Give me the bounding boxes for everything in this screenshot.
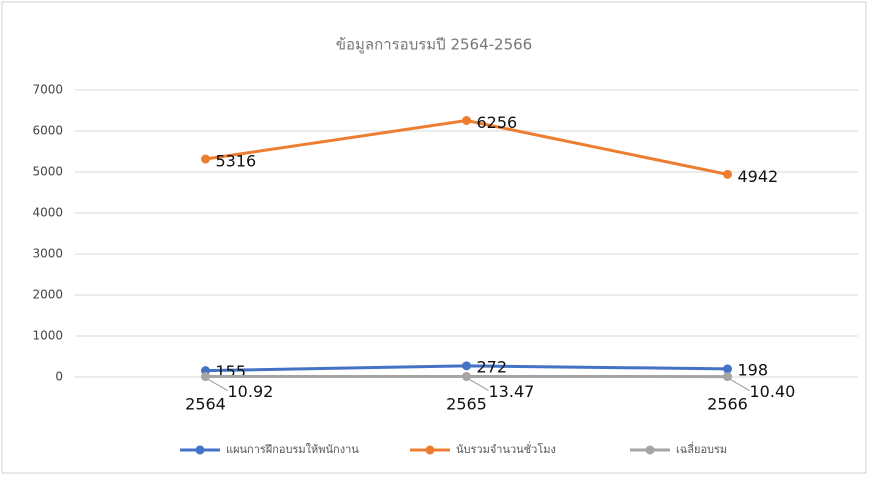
data-label: 6256 <box>477 113 518 132</box>
x-tick-label: 2564 <box>185 395 226 414</box>
legend-marker <box>426 446 435 455</box>
point <box>462 361 471 370</box>
y-tick-label: 5000 <box>32 165 63 179</box>
y-tick-label: 4000 <box>32 206 63 220</box>
y-tick-label: 1000 <box>32 329 63 343</box>
legend-marker <box>646 446 655 455</box>
point <box>462 116 471 125</box>
x-tick-label: 2565 <box>446 395 487 414</box>
data-label: 155 <box>216 362 247 381</box>
x-tick-label: 2566 <box>707 395 748 414</box>
data-label: 4942 <box>738 167 779 186</box>
data-label: 10.40 <box>750 382 796 401</box>
y-tick-label: 3000 <box>32 247 63 261</box>
data-label: 10.92 <box>228 382 274 401</box>
point <box>723 170 732 179</box>
data-label: 198 <box>738 360 769 379</box>
y-tick-label: 6000 <box>32 124 63 138</box>
legend-label: แผนการฝึกอบรมให้พนักงาน <box>226 443 359 456</box>
point <box>201 155 210 164</box>
data-label: 5316 <box>216 152 257 171</box>
y-tick-label: 2000 <box>32 288 63 302</box>
data-label: 13.47 <box>489 382 535 401</box>
chart-title: ข้อมูลการอบรมปี 2564-2566 <box>336 36 532 54</box>
legend-marker <box>196 446 205 455</box>
legend-label: นับรวมจำนวนชั่วโมง <box>456 441 556 456</box>
y-tick-label: 7000 <box>32 83 63 97</box>
y-tick-label: 0 <box>55 370 63 384</box>
data-label: 272 <box>477 357 508 376</box>
point <box>723 364 732 373</box>
legend-label: เฉลี่ยอบรม <box>676 441 727 456</box>
